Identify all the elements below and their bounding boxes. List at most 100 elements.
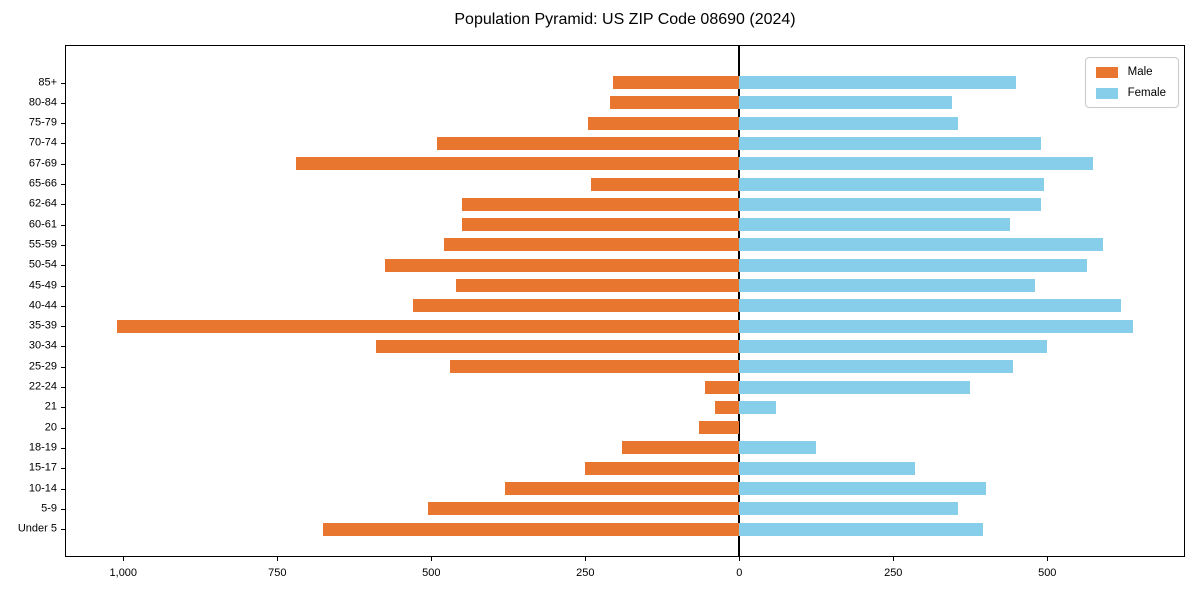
bar-male-21 (714, 400, 740, 414)
x-label-500: 500 (1038, 567, 1057, 579)
x-tick-mark (1047, 557, 1049, 561)
y-tick-mark (61, 508, 65, 510)
x-label-250: 250 (884, 567, 903, 579)
bar-male-67-69 (295, 157, 740, 171)
bar-male-15-17 (585, 461, 740, 475)
y-label-40-44: 40-44 (28, 299, 57, 312)
y-label-80-84: 80-84 (28, 96, 57, 109)
legend-item-male: Male (1095, 66, 1166, 78)
bar-female-21 (739, 400, 777, 414)
bar-male-70-74 (437, 136, 740, 150)
y-label-under-5: Under 5 (17, 522, 57, 535)
legend-item-female: Female (1095, 87, 1166, 99)
bar-male-85+ (612, 76, 740, 89)
y-tick-mark (61, 184, 65, 185)
bar-female-70-74 (739, 136, 1042, 150)
y-tick-mark (61, 224, 65, 226)
bar-male-10-14 (505, 482, 740, 495)
y-label-55-59: 55-59 (28, 238, 57, 251)
bar-male-62-64 (462, 197, 740, 211)
y-label-85+: 85+ (38, 76, 57, 88)
bar-female-25-29 (739, 360, 1014, 374)
y-tick-mark (61, 123, 65, 125)
bar-female-60-61 (739, 218, 1011, 232)
y-tick-mark (61, 427, 65, 429)
y-tick-mark (61, 488, 65, 490)
y-tick-mark (61, 102, 65, 104)
y-tick-mark (61, 407, 65, 409)
bar-male-35-39 (117, 319, 740, 333)
male-swatch-icon (1095, 66, 1118, 78)
y-tick-mark (61, 346, 65, 348)
bar-male-25-29 (449, 360, 740, 374)
bar-male-60-61 (462, 218, 740, 232)
y-tick-mark (61, 447, 65, 449)
y-label-35-39: 35-39 (28, 319, 57, 332)
y-tick-mark (61, 387, 65, 388)
y-tick-mark (61, 163, 65, 165)
bar-male-18-19 (622, 441, 740, 455)
bar-male-50-54 (385, 258, 740, 272)
y-tick-mark (61, 529, 65, 531)
legend-label-male: Male (1127, 66, 1153, 78)
chart-title: Population Pyramid: US ZIP Code 08690 (2… (454, 11, 796, 28)
y-label-15-17: 15-17 (28, 461, 57, 474)
bar-female-30-34 (739, 339, 1048, 353)
y-label-62-64: 62-64 (28, 197, 57, 210)
y-label-18-19: 18-19 (28, 441, 57, 454)
bar-male-40-44 (412, 299, 740, 313)
bar-female-75-79 (739, 116, 958, 130)
y-label-60-61: 60-61 (28, 218, 57, 231)
bar-male-75-79 (588, 116, 740, 130)
y-tick-mark (61, 244, 65, 246)
bar-male-80-84 (609, 96, 740, 110)
bar-female-50-54 (739, 258, 1088, 272)
bar-female-85+ (739, 76, 1017, 89)
y-label-30-34: 30-34 (28, 339, 57, 352)
bar-male-20 (699, 421, 740, 435)
bar-male-45-49 (455, 279, 740, 292)
y-tick-mark (61, 82, 65, 84)
legend: Male Female (1084, 57, 1179, 108)
bar-female-67-69 (739, 157, 1094, 171)
y-label-45-49: 45-49 (28, 279, 57, 291)
bar-female-15-17 (739, 461, 915, 475)
y-tick-mark (61, 143, 65, 145)
y-tick-mark (61, 366, 65, 368)
y-label-25-29: 25-29 (28, 360, 57, 373)
x-tick-mark (431, 557, 433, 561)
x-tick-mark (585, 557, 587, 561)
y-label-5-9: 5-9 (41, 502, 57, 515)
y-tick-mark (61, 204, 65, 206)
bar-male-55-59 (443, 238, 740, 252)
y-tick-mark (61, 265, 65, 267)
y-label-22-24: 22-24 (28, 380, 57, 393)
y-tick-mark (61, 285, 65, 287)
y-label-50-54: 50-54 (28, 258, 57, 271)
y-label-20: 20 (44, 421, 57, 434)
y-label-65-66: 65-66 (28, 177, 57, 190)
bar-female-10-14 (739, 482, 986, 495)
y-label-70-74: 70-74 (28, 136, 57, 149)
x-label-250: 250 (576, 567, 595, 579)
y-tick-mark (61, 468, 65, 470)
bar-male-30-34 (375, 339, 740, 353)
plot-area: 85+ 80-84 75-79 70-74 67-69 65-66 62-64 60-61 55… (18, 45, 1185, 579)
bar-female-18-19 (739, 441, 817, 455)
bar-male-under-5 (323, 522, 740, 536)
y-label-21: 21 (44, 400, 57, 413)
bar-female-under-5 (739, 522, 983, 536)
y-tick-mark (61, 326, 65, 328)
bar-female-80-84 (739, 96, 952, 110)
bar-female-45-49 (739, 279, 1035, 292)
x-label-1000: 1,000 (109, 567, 138, 579)
x-tick-mark (123, 557, 125, 561)
bar-female-62-64 (739, 197, 1042, 211)
x-tick-mark (739, 557, 741, 561)
x-tick-mark (893, 557, 895, 561)
y-tick-mark (61, 305, 65, 307)
y-label-67-69: 67-69 (28, 157, 57, 170)
x-label-500: 500 (422, 567, 441, 579)
bar-female-22-24 (739, 380, 971, 394)
